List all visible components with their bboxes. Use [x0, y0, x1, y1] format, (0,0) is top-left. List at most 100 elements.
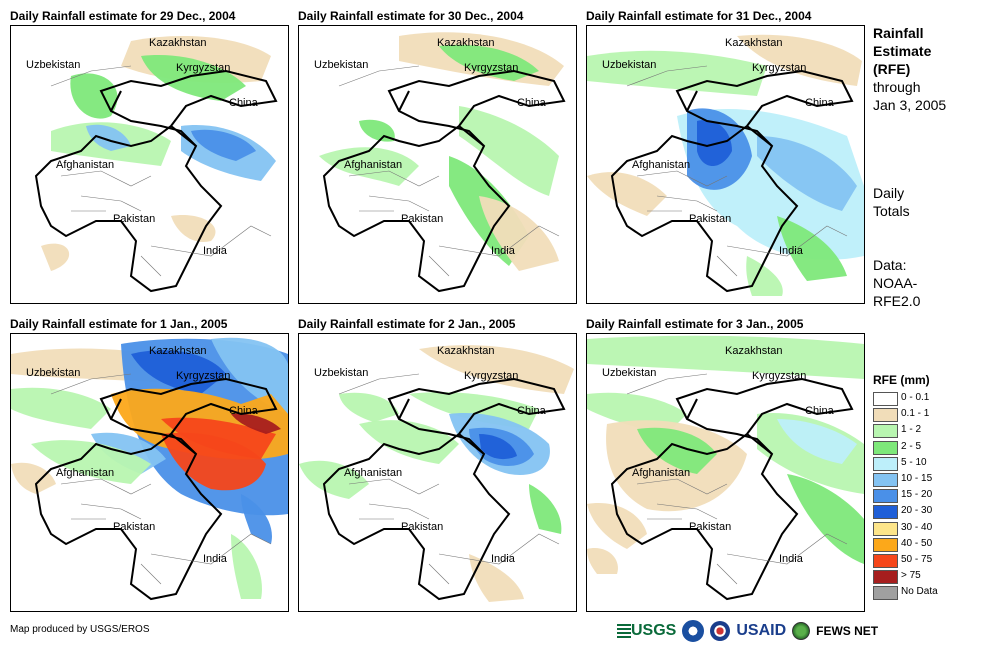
province-borders — [338, 373, 560, 585]
country-borders — [322, 377, 566, 601]
legend-label: 30 - 40 — [901, 521, 933, 533]
label-china: China — [805, 97, 835, 109]
legend-swatch — [873, 472, 898, 487]
legend-swatch — [873, 537, 898, 552]
label-china: China — [517, 97, 547, 109]
usgs-wave-icon — [617, 623, 631, 638]
label-pakistan: Pakistan — [401, 213, 443, 225]
title-line-2: Estimate — [873, 43, 932, 59]
label-china: China — [229, 97, 259, 109]
through-date: Jan 3, 2005 — [873, 97, 947, 113]
label-kyrgyzstan: Kyrgyzstan — [464, 370, 518, 382]
legend-label: 40 - 50 — [901, 537, 933, 549]
legend-swatch — [873, 424, 898, 439]
label-uzbekistan: Uzbekistan — [26, 59, 80, 71]
panel-title-6: Daily Rainfall estimate for 3 Jan., 2005 — [586, 317, 804, 331]
label-india: India — [491, 553, 516, 565]
province-borders — [626, 65, 848, 277]
legend-label: 0 - 0.1 — [901, 392, 930, 403]
label-afghanistan: Afghanistan — [56, 159, 114, 171]
label-kazakhstan: Kazakhstan — [725, 37, 782, 49]
legend-swatch — [873, 392, 898, 406]
data-line-2: NOAA- — [873, 275, 918, 291]
rainfall-map-30-dec: Kazakhstan Uzbekistan Kyrgyzstan China A… — [298, 25, 577, 304]
legend-swatch — [873, 570, 898, 585]
label-kazakhstan: Kazakhstan — [149, 345, 206, 357]
usaid-logo: USAID — [736, 622, 787, 639]
label-india: India — [779, 553, 804, 565]
title-line-3: (RFE) — [873, 61, 911, 77]
panel-title-1: Daily Rainfall estimate for 29 Dec., 200… — [10, 9, 236, 23]
label-china: China — [805, 405, 835, 417]
label-afghanistan: Afghanistan — [344, 159, 402, 171]
usgs-logo: USGS — [617, 622, 676, 640]
label-india: India — [203, 553, 228, 565]
title-line-1: Rainfall — [873, 25, 924, 41]
label-uzbekistan: Uzbekistan — [314, 367, 368, 379]
panel-title-3: Daily Rainfall estimate for 31 Dec., 200… — [586, 9, 812, 23]
country-borders — [322, 69, 566, 293]
panel-title-5: Daily Rainfall estimate for 2 Jan., 2005 — [298, 317, 516, 331]
rain-layer — [587, 335, 864, 574]
totals-line-1: Daily — [873, 185, 905, 201]
sidebar-totals: Daily Totals — [873, 184, 910, 220]
rain-layer — [587, 34, 864, 296]
through-label: through — [873, 79, 921, 95]
label-uzbekistan: Uzbekistan — [602, 59, 656, 71]
legend-label: 10 - 15 — [901, 472, 933, 484]
label-uzbekistan: Uzbekistan — [602, 367, 656, 379]
legend-swatch — [873, 408, 898, 423]
label-india: India — [491, 245, 516, 257]
label-kyrgyzstan: Kyrgyzstan — [176, 370, 230, 382]
sidebar-title: Rainfall Estimate (RFE) through Jan 3, 2… — [873, 24, 946, 114]
label-china: China — [229, 405, 259, 417]
legend-swatch — [873, 505, 898, 520]
rainfall-map-29-dec: Kazakhstan Uzbekistan Kyrgyzstan China A… — [10, 25, 289, 304]
rainfall-map-1-jan: Kazakhstan Uzbekistan Kyrgyzstan China A… — [10, 333, 289, 612]
legend-title: RFE (mm) — [873, 373, 930, 387]
province-borders — [338, 65, 560, 277]
rain-layer — [41, 36, 276, 271]
province-borders — [50, 65, 272, 277]
noaa-logo-icon — [682, 620, 705, 642]
province-borders — [50, 373, 272, 585]
rainfall-map-3-jan: Kazakhstan Uzbekistan Kyrgyzstan China A… — [586, 333, 865, 612]
rainfall-map-2-jan: Kazakhstan Uzbekistan Kyrgyzstan China A… — [298, 333, 577, 612]
legend-label: 20 - 30 — [901, 505, 933, 517]
data-line-1: Data: — [873, 257, 907, 273]
legend-swatch — [873, 456, 898, 471]
label-kazakhstan: Kazakhstan — [437, 37, 494, 49]
totals-line-2: Totals — [873, 203, 910, 219]
legend-swatch — [873, 553, 898, 568]
dos-seal-icon — [710, 621, 731, 641]
province-borders — [626, 373, 848, 585]
credit-text: Map produced by USGS/EROS — [10, 624, 150, 635]
legend-label: 50 - 75 — [901, 553, 933, 565]
label-kyrgyzstan: Kyrgyzstan — [464, 62, 518, 74]
legend-label: No Data — [901, 586, 938, 598]
label-pakistan: Pakistan — [689, 213, 731, 225]
sidebar-data-source: Data: NOAA- RFE2.0 — [873, 256, 920, 310]
label-kyrgyzstan: Kyrgyzstan — [752, 62, 806, 74]
label-afghanistan: Afghanistan — [632, 467, 690, 479]
label-china: China — [517, 405, 547, 417]
label-uzbekistan: Uzbekistan — [314, 59, 368, 71]
label-pakistan: Pakistan — [401, 521, 443, 533]
legend-label: 2 - 5 — [901, 440, 922, 452]
panel-title-2: Daily Rainfall estimate for 30 Dec., 200… — [298, 9, 524, 23]
legend-swatch — [873, 521, 898, 536]
label-kazakhstan: Kazakhstan — [725, 345, 782, 357]
legend-label: 5 - 10 — [901, 456, 927, 468]
logo-strip: USGS USAID FEWS NET — [617, 619, 878, 643]
fews-net-logo: FEWS NET — [816, 624, 879, 638]
label-india: India — [779, 245, 804, 257]
legend-label: 0.1 - 1 — [901, 408, 930, 420]
legend-swatch — [873, 489, 898, 504]
label-pakistan: Pakistan — [689, 521, 731, 533]
rain-layer — [11, 337, 288, 599]
label-afghanistan: Afghanistan — [56, 467, 114, 479]
country-borders — [34, 377, 278, 601]
label-afghanistan: Afghanistan — [632, 159, 690, 171]
label-kazakhstan: Kazakhstan — [149, 37, 206, 49]
legend-swatch — [873, 586, 898, 601]
